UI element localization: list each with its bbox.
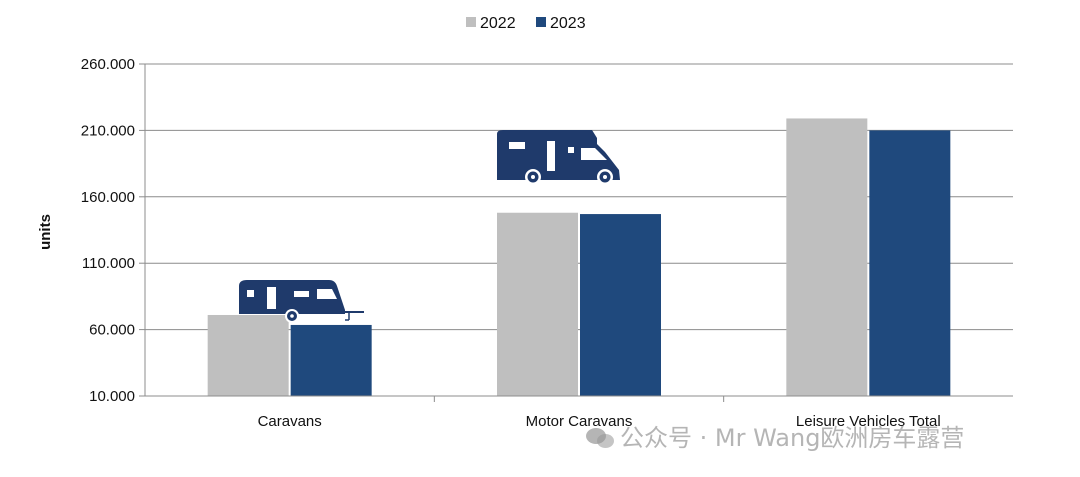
y-tick-label: 110.000 [82,255,135,272]
motorhome-icon [497,130,620,185]
gridlines [145,63,1013,331]
bars [207,118,951,396]
bar-2022-motor-caravans [497,212,578,396]
legend-swatch [466,17,476,27]
watermark-text: 公众号 · Mr Wang欧洲房车露营 [620,424,965,452]
y-tick-label: 210.000 [81,122,135,139]
x-tick-label: Leisure Vehicles Total [796,413,941,430]
vehicle-icons [239,130,620,323]
legend-label: 2023 [550,15,586,32]
y-tick-label: 60.000 [89,322,135,339]
bar-2022-caravans [207,314,289,396]
watermark: 公众号 · Mr Wang欧洲房车露营 [586,418,964,453]
legend-swatch [536,17,546,27]
y-tick-label: 10.000 [89,388,135,405]
bar-2023-leisure-vehicles-total [869,130,951,396]
bar-2023-caravans [290,324,372,396]
bar-2022-leisure-vehicles-total [786,118,868,396]
y-tick-label: 260.000 [81,56,135,73]
x-tick-label: Motor Caravans [526,413,633,430]
caravan-icon [239,280,364,323]
y-axis-title: units [37,214,54,250]
wechat-icon [586,426,616,450]
y-axis-ticks: 10.000 60.000 110.000 160.000 210.000 260.000… [37,56,145,405]
legend-label: 2022 [480,15,516,32]
x-axis: Caravans Motor Caravans Leisure Vehicles T… [144,64,1013,430]
legend: 2022 2023 [466,15,586,32]
y-tick-label: 160.000 [81,189,135,206]
bar-2023-motor-caravans [580,214,661,396]
x-tick-label: Caravans [258,413,322,430]
